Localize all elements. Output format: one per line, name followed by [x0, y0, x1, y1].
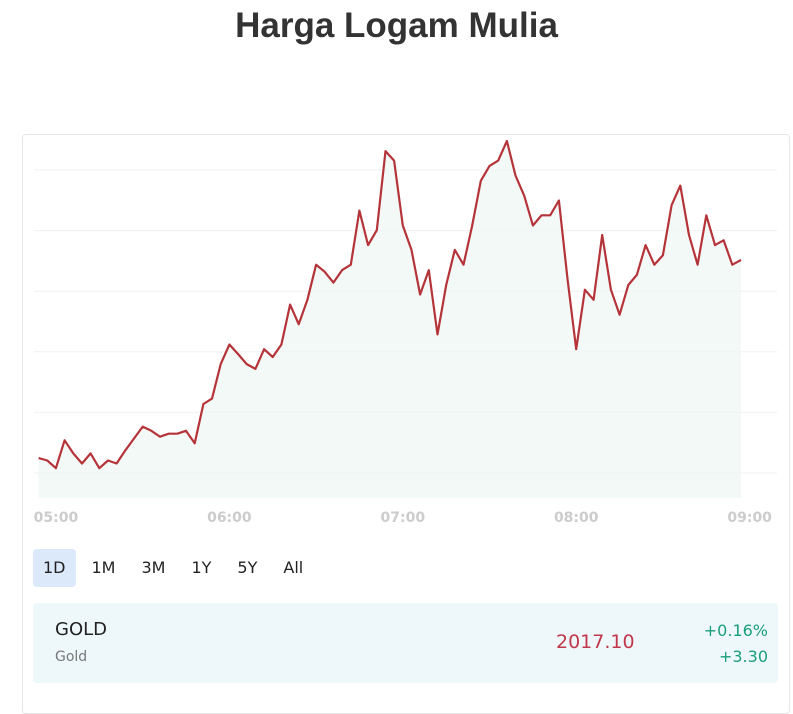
- x-tick-label: 07:00: [381, 510, 426, 526]
- symbol: GOLD: [55, 619, 108, 640]
- price-line: [38, 139, 742, 470]
- x-tick-label: 08:00: [554, 510, 599, 526]
- range-selector: 1D 1M 3M 1Y 5Y All: [33, 549, 313, 587]
- change-percent: +0.16%: [703, 621, 768, 640]
- range-button[interactable]: All: [283, 558, 304, 577]
- page-title: Harga Logam Mulia: [235, 6, 558, 45]
- change: +3.30: [718, 647, 768, 666]
- quote-row[interactable]: GOLD Gold 2017.10 +0.16% +3.30: [33, 603, 778, 683]
- range-button[interactable]: 1M: [91, 558, 116, 577]
- price: 2017.10: [556, 631, 635, 653]
- x-tick-label: 09:00: [727, 510, 772, 526]
- range-button[interactable]: 1D: [33, 549, 76, 587]
- range-button[interactable]: 1Y: [191, 558, 212, 577]
- chart: 05:00 06:00 07:00 08:00 09:00: [34, 139, 777, 526]
- widget: Harga Logam Mulia 05:00 06:00 07:00 08:00 09…: [22, 6, 790, 714]
- range-button[interactable]: 5Y: [237, 558, 258, 577]
- symbol-name: Gold: [55, 649, 88, 665]
- x-tick-label: 05:00: [34, 510, 79, 526]
- x-tick-label: 06:00: [207, 510, 252, 526]
- range-button[interactable]: 3M: [141, 558, 166, 577]
- area-fill: [38, 141, 742, 498]
